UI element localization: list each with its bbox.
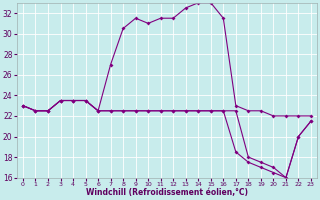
X-axis label: Windchill (Refroidissement éolien,°C): Windchill (Refroidissement éolien,°C) [86,188,248,197]
